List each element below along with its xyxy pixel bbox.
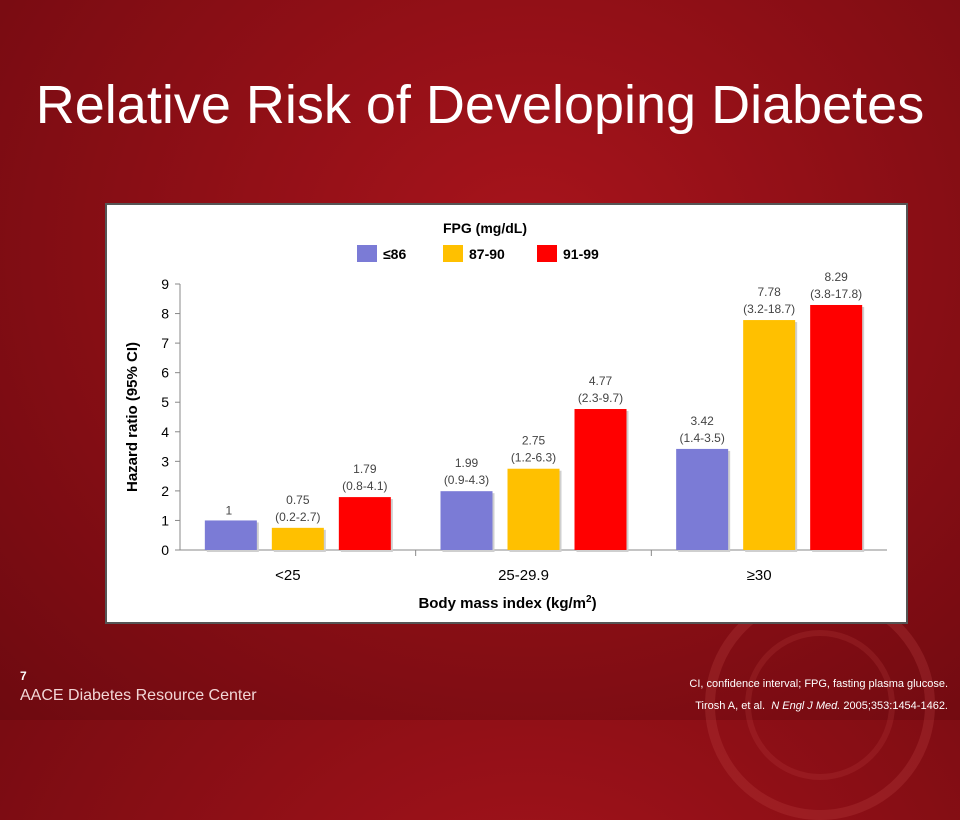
bar-ci-label: (0.2-2.7) bbox=[275, 510, 320, 524]
x-tick-label: <25 bbox=[275, 567, 300, 584]
bar-value-label: 1 bbox=[225, 503, 232, 517]
bar bbox=[271, 527, 324, 550]
bar-value-label: 7.78 bbox=[757, 285, 781, 299]
legend-swatch-1 bbox=[357, 245, 377, 262]
bar bbox=[338, 497, 391, 550]
x-tick-label: ≥30 bbox=[747, 567, 772, 584]
slide-number: 7 bbox=[20, 669, 27, 683]
y-tick-label: 8 bbox=[161, 306, 169, 322]
y-tick-label: 6 bbox=[161, 365, 169, 381]
bar-ci-label: (0.9-4.3) bbox=[444, 473, 489, 487]
bar bbox=[810, 304, 863, 550]
x-tick-label: 25-29.9 bbox=[498, 567, 549, 584]
footnote-abbreviations: CI, confidence interval; FPG, fasting pl… bbox=[689, 678, 948, 690]
bar bbox=[507, 468, 560, 550]
legend-title: FPG (mg/dL) bbox=[443, 220, 527, 236]
bar-ci-label: (2.3-9.7) bbox=[578, 391, 623, 405]
bar bbox=[574, 409, 627, 550]
footnote-citation: Tirosh A, et al. N Engl J Med. 2005;353:… bbox=[695, 700, 948, 712]
y-tick-label: 5 bbox=[161, 394, 169, 410]
x-axis-label: Body mass index (kg/m2) bbox=[418, 594, 596, 612]
bar bbox=[676, 448, 729, 550]
hazard-ratio-bar-chart: FPG (mg/dL) ≤86 87-90 91-99 0 1 2 3 4 5 6 7 8 9 Hazard… bbox=[124, 220, 887, 612]
y-tick-label: 9 bbox=[161, 276, 169, 292]
bar-value-label: 3.42 bbox=[690, 414, 714, 428]
bar-ci-label: (3.8-17.8) bbox=[810, 287, 862, 301]
bar-ci-label: (1.4-3.5) bbox=[679, 431, 724, 445]
y-axis-label: Hazard ratio (95% CI) bbox=[124, 342, 141, 492]
footer-organization: AACE Diabetes Resource Center bbox=[20, 687, 257, 704]
bar-value-label: 1.79 bbox=[353, 462, 377, 476]
bar-value-label: 4.77 bbox=[589, 374, 613, 388]
citation-details: 2005;353:1454-1462. bbox=[843, 700, 948, 712]
legend-label-1: ≤86 bbox=[383, 246, 406, 262]
bar-value-label: 2.75 bbox=[522, 434, 546, 448]
citation-journal: N Engl J Med. bbox=[771, 700, 841, 712]
y-tick-label: 7 bbox=[161, 335, 169, 351]
bar bbox=[440, 491, 493, 550]
chart-panel: FPG (mg/dL) ≤86 87-90 91-99 0 1 2 3 4 5 6 7 8 9 Hazard… bbox=[105, 203, 908, 624]
bar-ci-label: (3.2-18.7) bbox=[743, 302, 795, 316]
y-tick-label: 4 bbox=[161, 424, 169, 440]
bar-ci-label: (0.8-4.1) bbox=[342, 479, 387, 493]
bar-value-label: 8.29 bbox=[824, 270, 848, 284]
citation-authors: Tirosh A, et al. bbox=[695, 700, 766, 712]
bar bbox=[204, 520, 257, 550]
bar bbox=[743, 320, 796, 550]
y-tick-label: 0 bbox=[161, 542, 169, 558]
legend-label-3: 91-99 bbox=[563, 246, 599, 262]
legend-label-2: 87-90 bbox=[469, 246, 505, 262]
slide-title: Relative Risk of Developing Diabetes bbox=[35, 75, 925, 136]
legend-swatch-3 bbox=[537, 245, 557, 262]
y-tick-label: 1 bbox=[161, 512, 169, 528]
legend-swatch-2 bbox=[443, 245, 463, 262]
y-tick-label: 3 bbox=[161, 453, 169, 469]
bar-value-label: 0.75 bbox=[286, 493, 310, 507]
bar-value-label: 1.99 bbox=[455, 456, 479, 470]
y-tick-label: 2 bbox=[161, 483, 169, 499]
bar-ci-label: (1.2-6.3) bbox=[511, 451, 556, 465]
